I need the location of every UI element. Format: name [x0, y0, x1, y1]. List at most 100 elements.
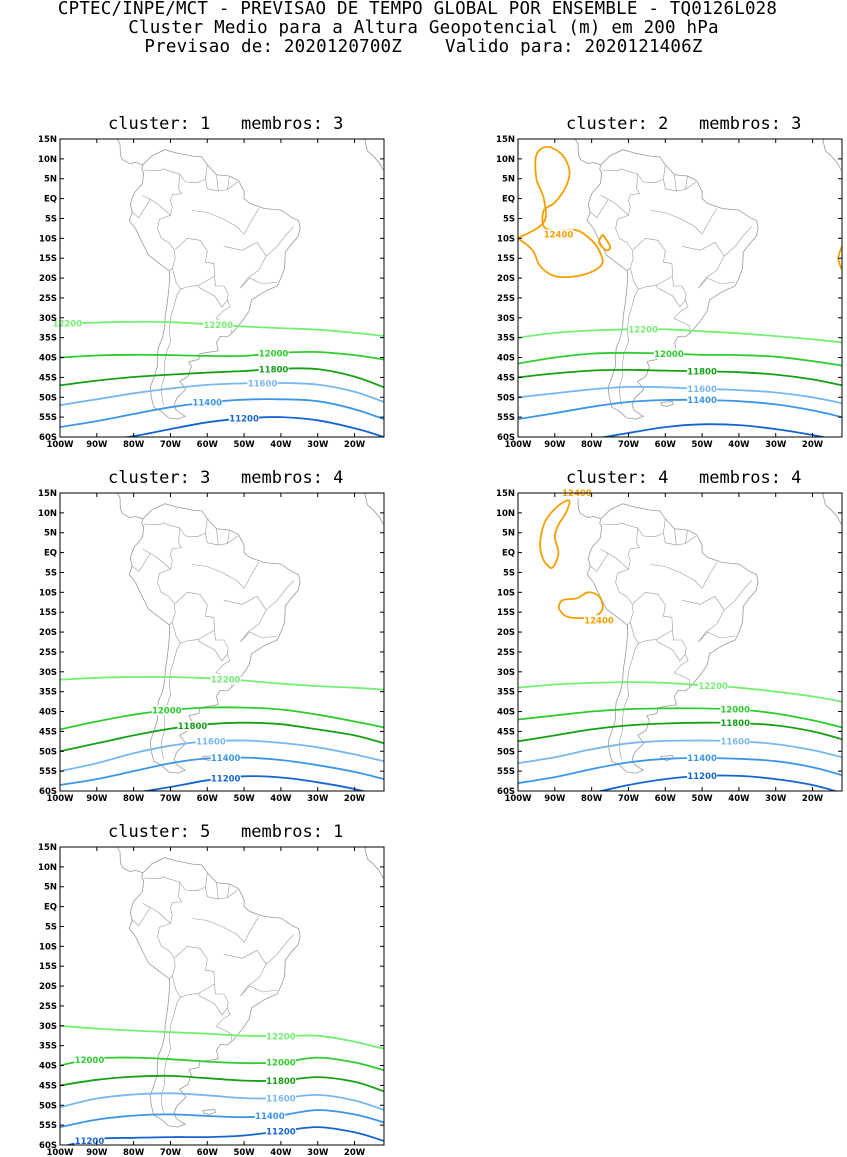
lat-tick-label: 40S — [39, 1062, 57, 1072]
contour-11400 — [518, 398, 842, 420]
lon-tick-label: 40W — [270, 1148, 292, 1157]
country-border — [601, 168, 640, 216]
lat-tick-label: EQ — [44, 549, 57, 559]
lon-tick-label: 70W — [160, 794, 182, 804]
country-border — [650, 210, 703, 235]
lat-tick-label: 15N — [38, 843, 57, 853]
lat-tick-label: 50S — [497, 747, 515, 757]
contour-label-11200: 11200 — [687, 772, 717, 782]
falkland-coastline — [660, 401, 674, 407]
lat-tick-label: 5S — [45, 922, 57, 932]
contour-label-12000: 12000 — [259, 350, 289, 360]
lat-tick-label: 10N — [38, 155, 57, 165]
lat-tick-label: 10N — [38, 863, 57, 873]
country-border — [265, 934, 295, 965]
lon-tick-label: 30W — [307, 440, 329, 450]
lon-tick-label: 40W — [728, 794, 750, 804]
contour-11600 — [60, 1092, 384, 1111]
contour-label-11800: 11800 — [687, 368, 717, 378]
lat-tick-label: 45S — [497, 373, 515, 383]
south-america-coastline — [586, 149, 759, 420]
country-border — [227, 181, 238, 190]
lat-tick-label: 30S — [497, 314, 515, 324]
lon-tick-label: 70W — [160, 440, 182, 450]
contour-label-bg — [265, 1126, 296, 1137]
contour-label-bg — [653, 348, 684, 359]
lat-tick-label: 10S — [497, 234, 515, 244]
contour-12400 — [539, 499, 571, 570]
lat-tick-label: 15S — [497, 608, 515, 618]
lat-tick-label: 20S — [39, 982, 57, 992]
lat-tick-label: 10N — [496, 509, 515, 519]
country-border — [601, 522, 640, 570]
contour-11200 — [122, 416, 384, 437]
contour-12000 — [60, 706, 384, 731]
country-border — [150, 199, 176, 272]
africa-coastline — [822, 139, 842, 171]
contour-label-12000: 12000 — [654, 350, 684, 360]
africa-coastline — [364, 139, 384, 171]
contour-label-12200: 12200 — [698, 682, 728, 692]
contour-label-bg — [229, 413, 260, 424]
lat-tick-label: EQ — [44, 195, 57, 205]
coastlines — [116, 847, 384, 1128]
contour-12200 — [518, 328, 842, 344]
south-america-coastline — [128, 857, 301, 1128]
lat-tick-label: 45S — [39, 373, 57, 383]
figure-title: CPTEC/INPE/MCT - PREVISAO DE TEMPO GLOBA… — [57, 0, 778, 19]
lon-tick-label: 40W — [270, 794, 292, 804]
lon-tick-label: 60W — [655, 440, 677, 450]
contour-labels: 12200 12200 12000 11800 11600 11400 11200 — [52, 318, 289, 425]
contour-label-12200: 12200 — [53, 320, 83, 330]
lat-tick-label: 5N — [502, 175, 515, 185]
contour-label-11600: 11600 — [687, 385, 717, 395]
lat-tick-label: 15S — [39, 608, 57, 618]
lat-tick-label: 5S — [503, 214, 515, 224]
country-border — [655, 630, 687, 662]
lon-tick-label: 100W — [46, 794, 74, 804]
contour-label-bg — [258, 364, 289, 375]
contour-label-bg — [687, 753, 718, 764]
country-border — [143, 168, 182, 216]
lon-tick-label: 80W — [123, 794, 145, 804]
country-border — [179, 518, 208, 537]
contour-label-11800: 11800 — [720, 719, 750, 729]
lat-tick-label: 25S — [39, 648, 57, 658]
contour-lines — [60, 320, 384, 437]
contour-label-bg — [151, 705, 182, 716]
lat-tick-label: 5S — [45, 214, 57, 224]
figure-dates: Previsao de: 2020120700Z Valido para: 20… — [144, 37, 703, 57]
figure-subtitle: Cluster Medio para a Altura Geopotencial… — [128, 18, 719, 38]
contour-11200 — [598, 423, 828, 437]
country-border — [676, 529, 688, 546]
contour-11800 — [518, 369, 842, 387]
country-border — [240, 631, 278, 643]
contour-label-11400: 11400 — [255, 1112, 285, 1122]
lon-tick-label: 90W — [544, 440, 566, 450]
contour-label-11600: 11600 — [248, 379, 278, 389]
lat-tick-label: 25S — [39, 1002, 57, 1012]
lat-tick-label: 25S — [497, 648, 515, 658]
country-border — [197, 276, 229, 308]
contour-12000 — [60, 350, 384, 361]
lon-tick-label: 50W — [233, 440, 255, 450]
lat-tick-label: 15N — [496, 135, 515, 145]
lat-tick-label: 40S — [39, 354, 57, 364]
country-border — [243, 916, 260, 943]
contour-label-11800: 11800 — [178, 722, 208, 732]
contour-11400 — [60, 1109, 384, 1128]
lat-tick-label: 20S — [39, 628, 57, 638]
lon-tick-label: 100W — [46, 440, 74, 450]
contour-12000 — [518, 707, 842, 729]
lon-tick-label: 50W — [691, 794, 713, 804]
contour-11600 — [518, 385, 842, 405]
country-border — [227, 535, 238, 544]
lon-tick-label: 80W — [123, 1148, 145, 1157]
lat-tick-label: 60S — [497, 433, 515, 443]
contour-label-bg — [192, 397, 223, 408]
lat-tick-label: 15N — [496, 489, 515, 499]
country-border — [132, 549, 151, 573]
lat-tick-label: 30S — [497, 668, 515, 678]
country-border — [143, 876, 182, 924]
